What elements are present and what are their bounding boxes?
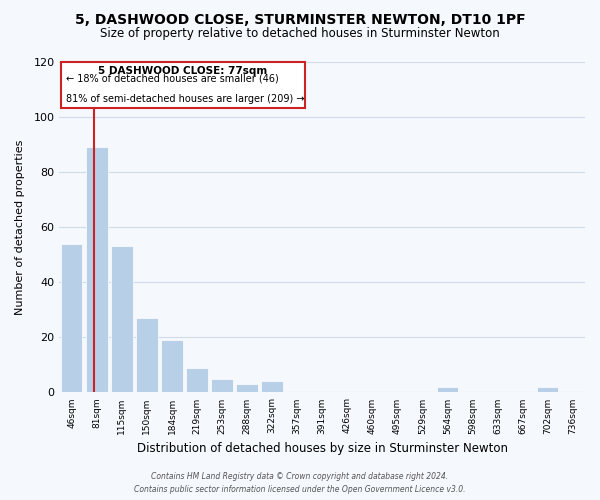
Text: ← 18% of detached houses are smaller (46): ← 18% of detached houses are smaller (46… xyxy=(65,74,278,84)
Text: 81% of semi-detached houses are larger (209) →: 81% of semi-detached houses are larger (… xyxy=(65,94,304,104)
Bar xyxy=(187,368,208,392)
Bar xyxy=(537,387,558,392)
Bar xyxy=(211,378,233,392)
Bar xyxy=(437,387,458,392)
Bar xyxy=(236,384,258,392)
Text: 5, DASHWOOD CLOSE, STURMINSTER NEWTON, DT10 1PF: 5, DASHWOOD CLOSE, STURMINSTER NEWTON, D… xyxy=(74,12,526,26)
Bar xyxy=(136,318,158,392)
Text: Size of property relative to detached houses in Sturminster Newton: Size of property relative to detached ho… xyxy=(100,28,500,40)
FancyBboxPatch shape xyxy=(61,62,305,108)
Bar xyxy=(262,382,283,392)
X-axis label: Distribution of detached houses by size in Sturminster Newton: Distribution of detached houses by size … xyxy=(137,442,508,455)
Text: 5 DASHWOOD CLOSE: 77sqm: 5 DASHWOOD CLOSE: 77sqm xyxy=(98,66,267,76)
Bar xyxy=(161,340,182,392)
Bar xyxy=(86,147,107,392)
Bar xyxy=(111,246,133,392)
Y-axis label: Number of detached properties: Number of detached properties xyxy=(15,140,25,314)
Text: Contains HM Land Registry data © Crown copyright and database right 2024.
Contai: Contains HM Land Registry data © Crown c… xyxy=(134,472,466,494)
Bar xyxy=(61,244,82,392)
